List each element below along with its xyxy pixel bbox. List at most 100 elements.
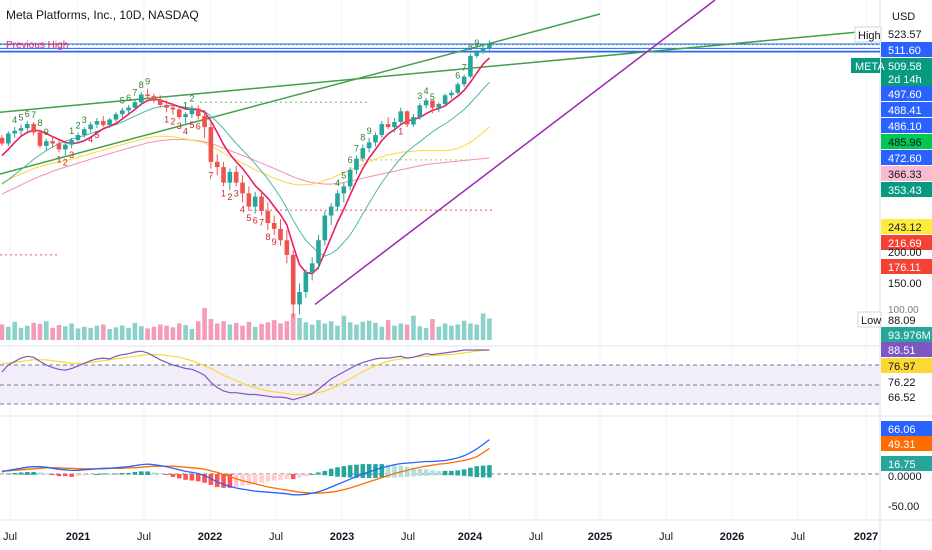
td-count-label: 3	[82, 115, 87, 125]
macd-histogram-bar	[126, 472, 131, 475]
td-count-label: 5	[94, 130, 99, 140]
td-count-label: 7	[132, 88, 137, 98]
macd-axis-badge-bg	[881, 456, 932, 471]
macd-axis-badge: -50.00	[888, 501, 919, 513]
trendline-green-steep	[0, 13, 601, 175]
td-count-label: 7	[208, 170, 213, 180]
time-axis-tick: Jul	[529, 531, 543, 543]
td-count-label: 2	[75, 120, 80, 130]
td-count-label: 5	[246, 213, 251, 223]
td-count-label: 8	[139, 80, 144, 90]
macd-axis-badge-bg	[881, 436, 932, 451]
td-count-label: 1	[164, 114, 169, 124]
macd-histogram-bar	[455, 470, 461, 476]
macd-histogram-bar	[290, 474, 296, 480]
td-count-label: 7	[462, 63, 467, 73]
macd-histogram-bar	[0, 474, 5, 476]
high-tag-bg	[854, 26, 882, 43]
volume-bar	[227, 324, 233, 340]
volume-bar	[252, 326, 258, 340]
rsi-axis-badge: 76.22	[888, 377, 916, 389]
macd-axis-badge-bg	[881, 421, 932, 436]
candle-body	[316, 240, 321, 264]
volume-bar	[436, 326, 442, 340]
candle-body	[303, 272, 309, 292]
price-axis-badge: 486.10	[888, 121, 922, 133]
volume-bar	[480, 313, 486, 340]
ma-long-line	[1, 139, 490, 195]
td-count-label: 6	[348, 155, 353, 165]
macd-histogram-bar	[183, 474, 188, 480]
rsi-axis-badge-bg	[881, 358, 932, 373]
price-axis-badge-bg	[881, 86, 932, 101]
volume-bar	[240, 325, 245, 340]
price-axis-badge: 509.58	[888, 61, 922, 73]
rsi-axis-badge: 76.97	[888, 361, 916, 373]
td-count-label: 8	[37, 118, 42, 128]
volume-bar	[347, 322, 353, 340]
volume-bar	[404, 324, 410, 340]
time-axis-tick: Jul	[659, 531, 673, 543]
candle-body	[18, 128, 24, 131]
td-count-label: 1	[69, 126, 74, 136]
volume-bar	[259, 324, 264, 340]
volume-bar	[176, 323, 182, 340]
td-count-label: 6	[25, 109, 30, 119]
volume-bar	[373, 322, 378, 340]
candle-body	[322, 215, 328, 241]
high-tag: High	[858, 30, 881, 42]
volume-bar	[164, 325, 169, 340]
volume-bar	[322, 323, 328, 340]
candle-body	[214, 161, 220, 168]
candle-body	[100, 120, 106, 126]
candle-body	[354, 158, 359, 170]
candle-body	[297, 291, 302, 305]
macd-histogram-bar	[259, 474, 264, 483]
volume-bar	[360, 321, 366, 340]
volume-bar	[385, 320, 391, 340]
td-count-label: 2	[170, 117, 175, 127]
price-axis-badge-bg	[881, 42, 932, 57]
macd-histogram-bar	[474, 466, 480, 478]
low-tag: Low	[861, 315, 881, 327]
td-count-label: 4	[12, 115, 17, 125]
macd-signal-line	[2, 447, 490, 494]
volume-bar	[354, 324, 359, 340]
low-tag-bg	[857, 311, 882, 328]
volume-bar	[183, 325, 188, 340]
macd-histogram-bar	[461, 469, 467, 476]
price-axis-badge: 176.11	[888, 262, 921, 274]
time-axis-tick: 2023	[330, 531, 354, 543]
candle-body	[487, 44, 492, 49]
volume-bar	[278, 323, 283, 340]
td-count-label: 3	[177, 121, 182, 131]
candle-body	[75, 135, 81, 141]
macd-histogram-bar	[94, 474, 100, 475]
candle-body	[50, 141, 55, 144]
volume-bar	[309, 324, 315, 340]
macd-histogram-bar	[164, 474, 169, 475]
volume-bar	[145, 328, 150, 340]
candle-body	[379, 124, 385, 136]
macd-histogram-bar	[69, 474, 74, 477]
volume-bar	[328, 321, 334, 340]
volume-bar	[12, 321, 17, 340]
ticker-tag: META	[855, 61, 885, 73]
candle-body	[25, 124, 30, 129]
price-axis-badge-bg	[881, 71, 932, 86]
candle-body	[145, 94, 150, 97]
macd-histogram-bar	[107, 474, 112, 475]
macd-histogram-bar	[56, 474, 62, 477]
candle-body	[392, 122, 397, 128]
td-count-label: 8	[360, 133, 365, 143]
candle-body	[328, 206, 334, 216]
candle-body	[183, 114, 188, 118]
volume-bar	[461, 320, 467, 340]
price-axis-badge: 353.43	[888, 185, 922, 197]
rsi-panel	[0, 349, 880, 405]
rsi-band	[0, 365, 880, 404]
volume-bar	[126, 327, 131, 340]
candle-body	[94, 120, 100, 125]
candle-body	[335, 193, 340, 207]
